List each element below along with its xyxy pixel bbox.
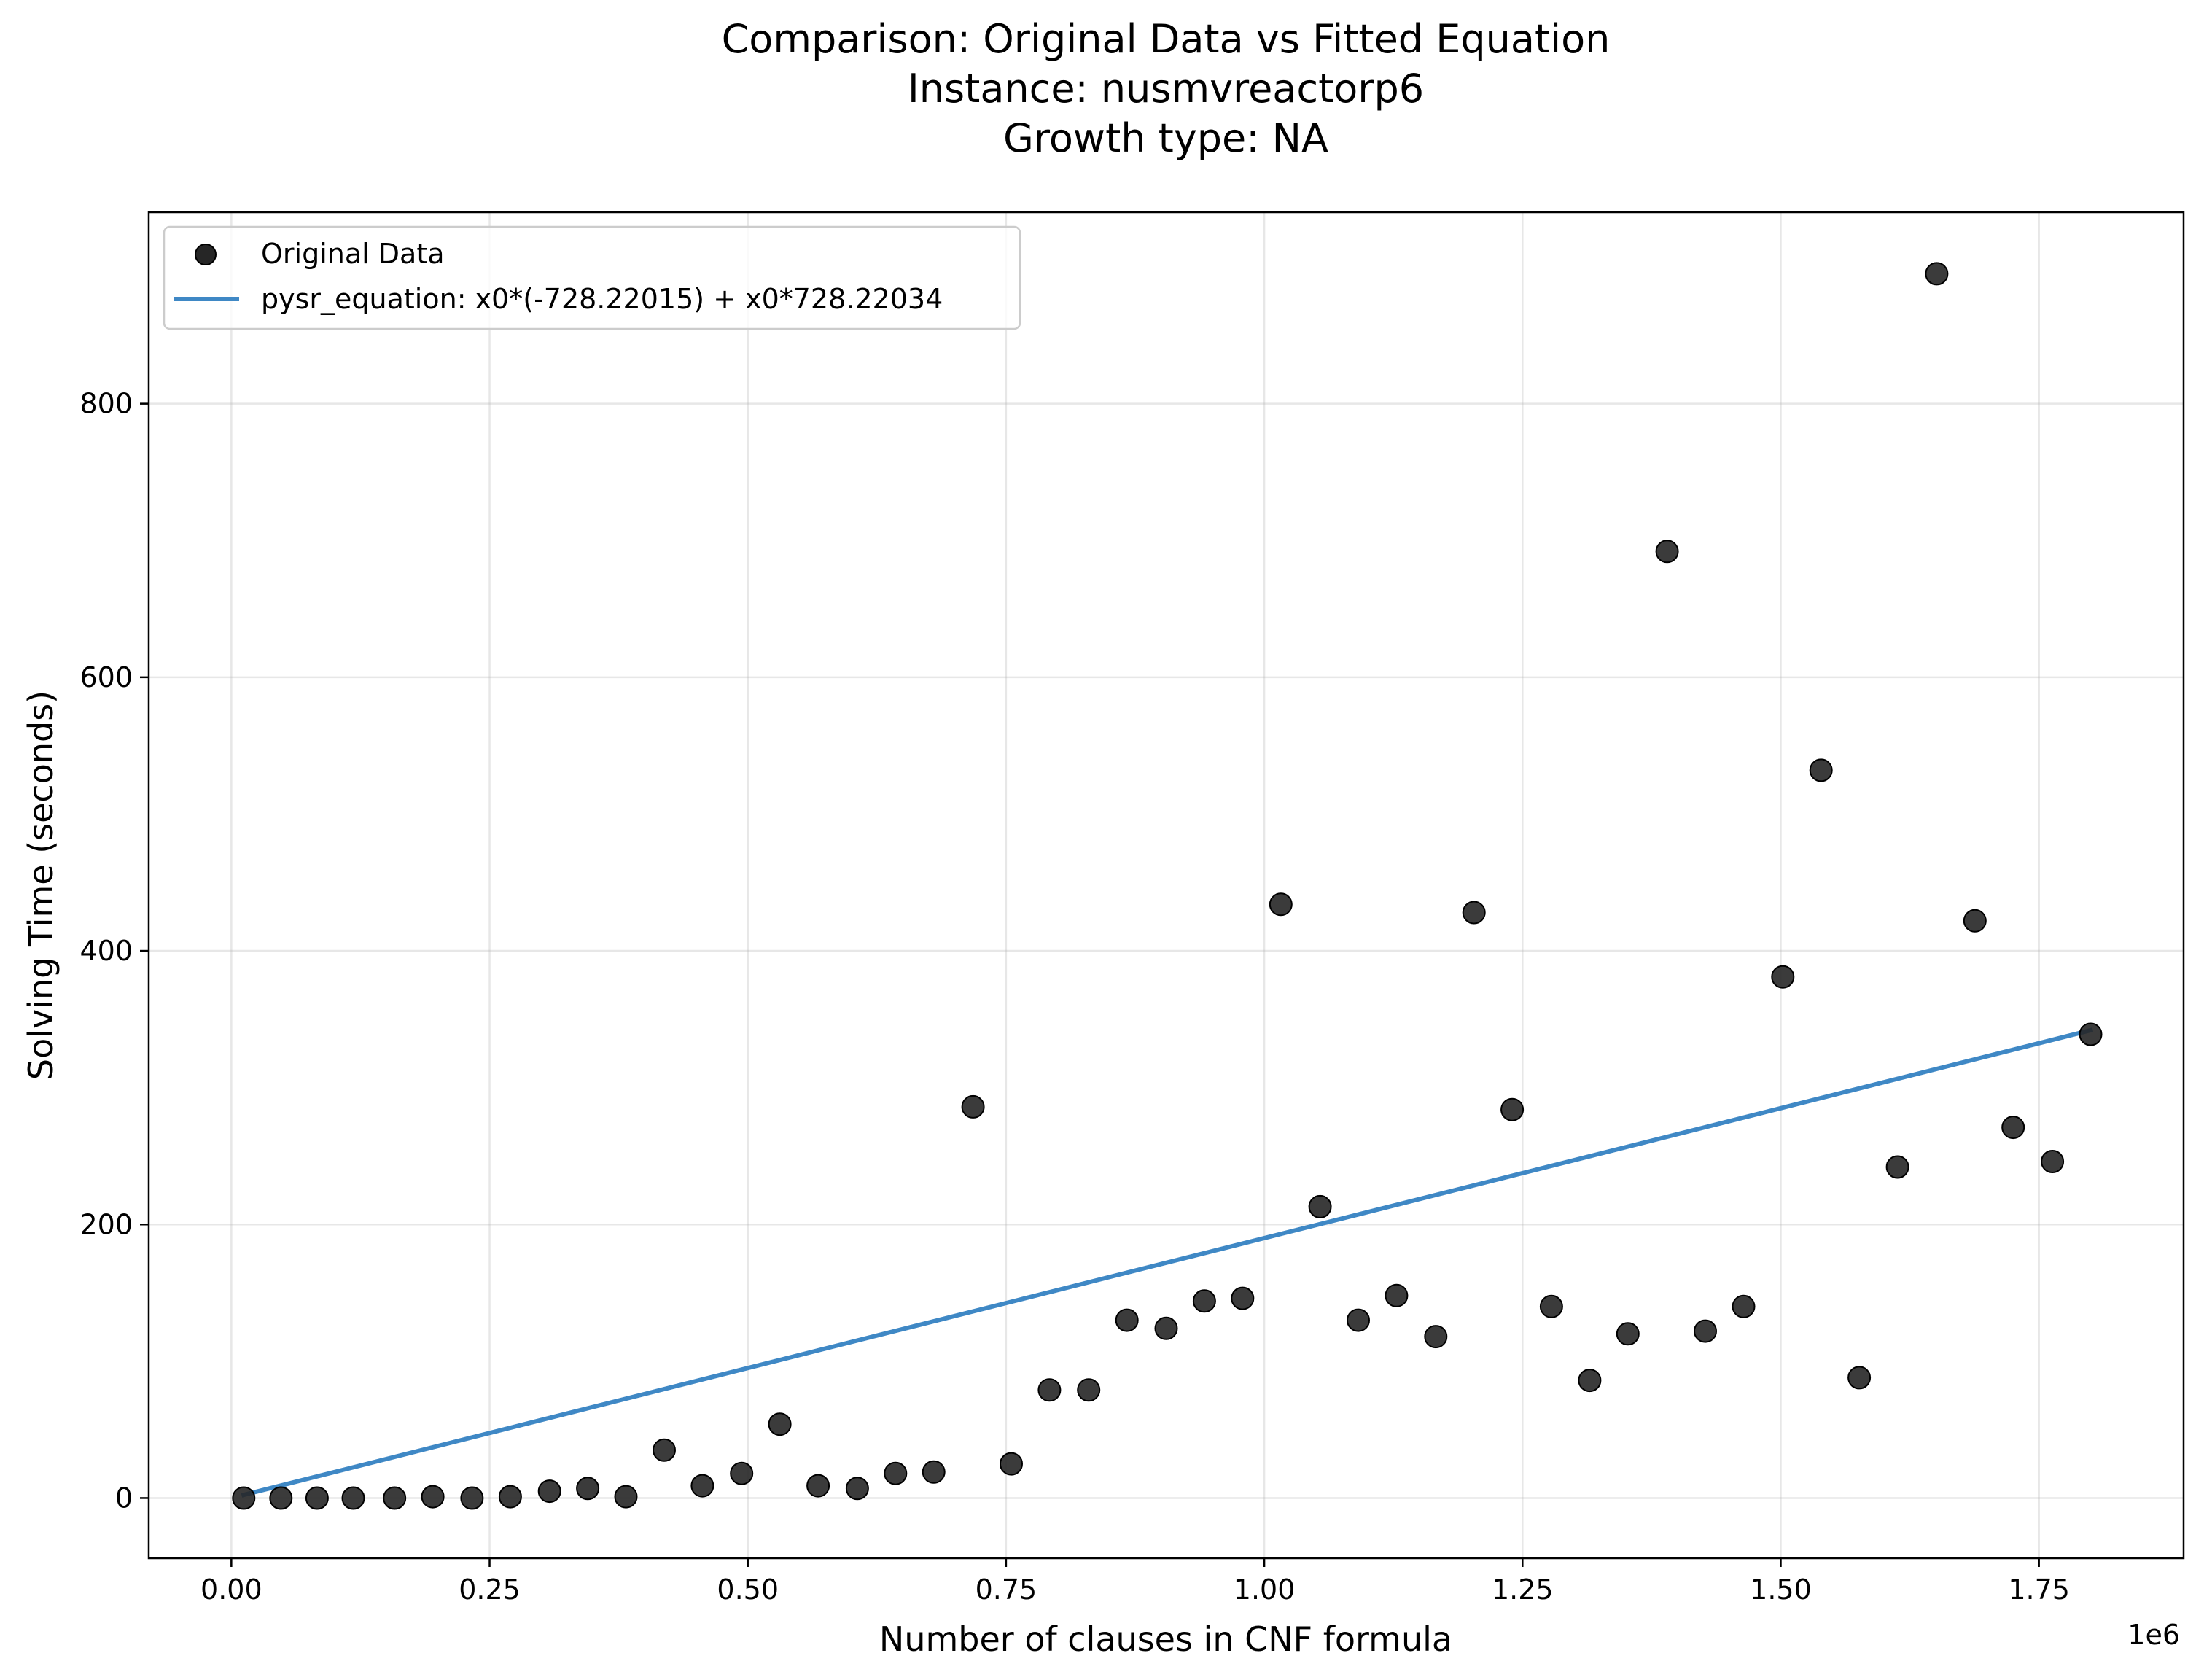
data-point (1424, 1325, 1448, 1349)
scatter-points (232, 262, 2103, 1510)
data-point (1308, 1194, 1332, 1218)
data-point (1732, 1294, 1756, 1318)
title-line-2: Instance: nusmvreactorp6 (908, 66, 1424, 112)
data-point (460, 1486, 484, 1510)
data-point (1694, 1319, 1717, 1343)
legend: Original Data pysr_equation: x0*(-728.22… (163, 225, 1021, 330)
data-point (922, 1460, 946, 1484)
data-point (232, 1486, 256, 1510)
data-point (341, 1486, 365, 1510)
fit-line-layer (241, 1027, 2094, 1498)
plot-area (149, 212, 2184, 1558)
data-point (1616, 1322, 1640, 1346)
data-point (2079, 1022, 2103, 1046)
data-point (1000, 1452, 1023, 1476)
data-point (576, 1477, 600, 1501)
x-tick-label: 1.00 (1234, 1574, 1296, 1606)
data-point (1885, 1155, 1909, 1179)
data-point (1809, 758, 1833, 782)
data-point (690, 1474, 714, 1498)
y-tick-label: 600 (79, 661, 133, 693)
data-point (1963, 909, 1987, 933)
data-point (383, 1486, 407, 1510)
data-point (1847, 1366, 1872, 1390)
data-point (537, 1479, 561, 1504)
data-point (421, 1485, 445, 1509)
data-point (1115, 1308, 1139, 1332)
data-point (806, 1474, 830, 1498)
data-point (1578, 1369, 1602, 1393)
legend-label-fit-line: pysr_equation: x0*(-728.22015) + x0*728.… (261, 283, 943, 315)
title-line-3: Growth type: NA (1003, 115, 1328, 161)
data-point (1539, 1294, 1563, 1318)
y-tick-label: 400 (79, 935, 133, 967)
title-line-1: Comparison: Original Data vs Fitted Equa… (722, 16, 1611, 62)
legend-label-original-data: Original Data (261, 238, 445, 270)
x-offset-label: 1e6 (2127, 1619, 2180, 1651)
y-axis-label: Solving Time (seconds) (21, 691, 61, 1080)
x-tick-label: 0.25 (459, 1574, 521, 1606)
data-point (1347, 1308, 1370, 1332)
legend-box (163, 225, 1021, 330)
data-point (2001, 1116, 2025, 1140)
x-tick-label: 1.75 (2008, 1574, 2070, 1606)
data-point (614, 1485, 638, 1509)
data-point (961, 1094, 985, 1119)
chart-title: Comparison: Original Data vs Fitted Equa… (722, 16, 1611, 161)
data-point (1500, 1097, 1525, 1121)
data-point (1037, 1378, 1062, 1402)
data-point (269, 1486, 293, 1510)
data-point (1231, 1286, 1255, 1310)
x-tick-label: 0.00 (200, 1574, 262, 1606)
data-point (845, 1477, 869, 1501)
data-point (884, 1461, 908, 1485)
data-point (1771, 965, 1795, 989)
data-point (1462, 901, 1486, 925)
axes-frame (147, 211, 2185, 1560)
data-point (1192, 1289, 1216, 1313)
y-tick-label: 800 (79, 388, 133, 420)
y-axis-ticks: 0 200 400 600 800 (79, 388, 149, 1514)
x-axis-ticks: 0.00 0.25 0.50 0.75 1.00 1.25 1.50 1.75 (200, 1558, 2070, 1606)
y-tick-label: 0 (115, 1482, 133, 1514)
data-point (730, 1461, 754, 1485)
x-tick-label: 0.50 (717, 1574, 779, 1606)
x-tick-label: 0.75 (976, 1574, 1037, 1606)
fit-line (241, 1027, 2094, 1498)
data-point (653, 1438, 676, 1462)
data-point (1385, 1283, 1409, 1307)
data-point (1077, 1378, 1101, 1402)
data-point (1925, 262, 1949, 286)
data-point (2041, 1150, 2065, 1173)
data-point (1655, 540, 1679, 564)
data-point (305, 1486, 329, 1510)
x-axis-label: Number of clauses in CNF formula (879, 1619, 1452, 1659)
grid (149, 212, 2184, 1558)
legend-marker-original-data (195, 244, 217, 265)
data-point (768, 1412, 792, 1436)
data-point (1154, 1316, 1178, 1340)
data-point (498, 1485, 522, 1509)
x-tick-label: 1.25 (1492, 1574, 1554, 1606)
data-point (1269, 892, 1293, 917)
y-tick-label: 200 (79, 1208, 133, 1240)
x-tick-label: 1.50 (1750, 1574, 1812, 1606)
